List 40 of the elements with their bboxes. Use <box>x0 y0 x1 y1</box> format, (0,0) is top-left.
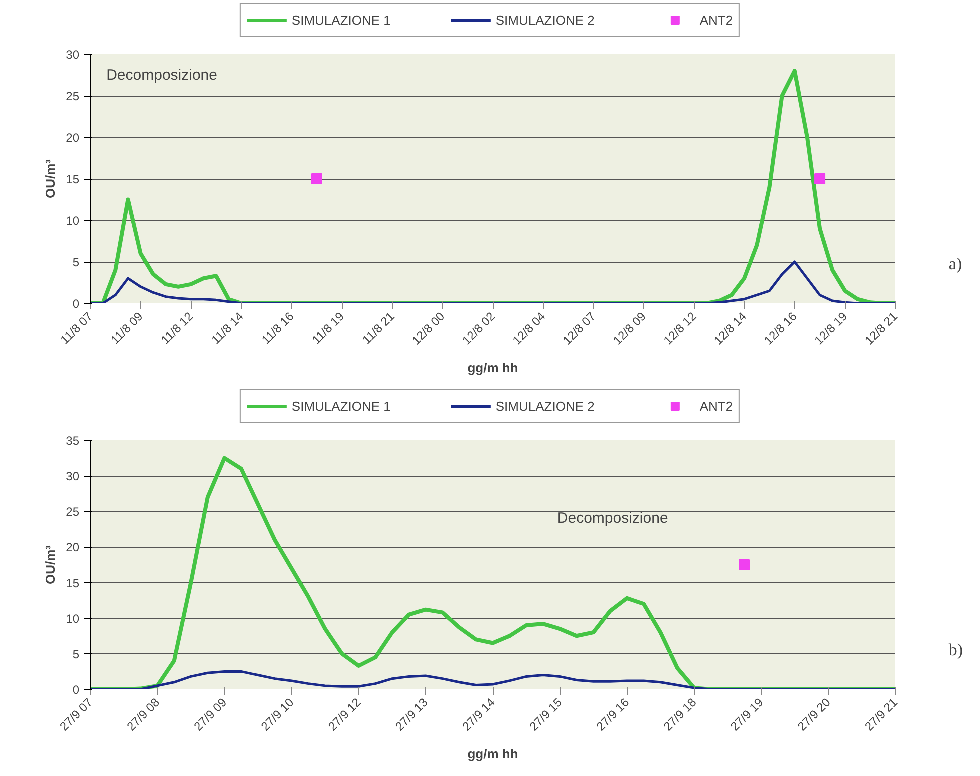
text: b) <box>948 640 964 660</box>
y-tick-label: 15 <box>66 172 80 186</box>
y-tick-label: 25 <box>66 90 80 104</box>
legend-label: ANT2 <box>700 398 734 414</box>
x-tick-label: 11/8 09 <box>108 309 146 348</box>
line-series <box>90 69 896 304</box>
y-tick-label: 30 <box>66 48 80 62</box>
legend-label: SIMULAZIONE 2 <box>496 12 595 28</box>
y-tick-label: 20 <box>66 540 80 555</box>
line-series <box>90 456 896 690</box>
annotation: Decomposizione <box>106 66 218 84</box>
text: a) <box>948 254 962 274</box>
y-tick-label: 10 <box>66 214 80 228</box>
legend-label: SIMULAZIONE 1 <box>292 398 391 414</box>
y-tick-label: 25 <box>66 505 80 520</box>
x-tick-label: 11/8 19 <box>309 309 348 348</box>
line-series <box>90 670 896 690</box>
y-axis-title: OU/m³ <box>43 158 58 198</box>
x-tick-label: 11/8 14 <box>208 309 247 348</box>
x-tick-label: 11/8 12 <box>158 309 196 348</box>
legend-label: SIMULAZIONE 1 <box>292 12 391 28</box>
line-series <box>90 260 896 304</box>
y-tick-label: 15 <box>66 576 80 590</box>
y-tick-label: 0 <box>72 683 80 697</box>
x-axis-title: gg/m hh <box>468 360 518 376</box>
y-axis-title: OU/m³ <box>43 544 58 584</box>
legend-label: ANT2 <box>700 12 734 28</box>
legend-label: SIMULAZIONE 2 <box>496 398 595 414</box>
x-tick-label: 11/8 16 <box>259 309 297 348</box>
y-tick-label: 5 <box>72 647 80 662</box>
annotation: Decomposizione <box>557 510 668 528</box>
y-tick-label: 0 <box>72 297 80 311</box>
x-tick-label: 11/8 21 <box>360 309 398 348</box>
y-tick-label: 20 <box>66 131 80 145</box>
x-axis-title: gg/m hh <box>468 746 518 762</box>
y-tick-label: 30 <box>66 470 80 484</box>
y-tick-label: 10 <box>66 612 80 626</box>
x-tick-label: 11/8 07 <box>58 309 96 348</box>
y-tick-label: 35 <box>66 434 80 448</box>
y-tick-label: 5 <box>72 256 80 270</box>
